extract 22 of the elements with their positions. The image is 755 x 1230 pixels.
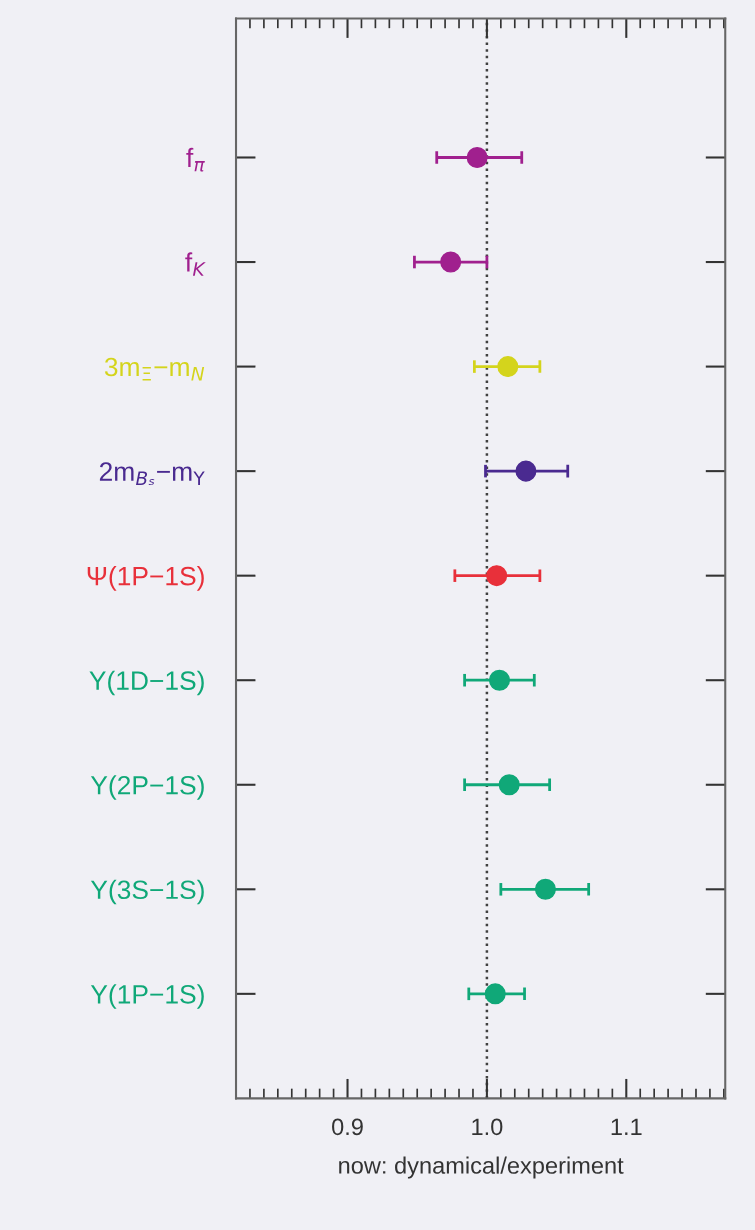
y-tick-label: Υ(1D−1S) xyxy=(89,670,204,696)
point xyxy=(497,356,519,378)
point xyxy=(466,146,488,169)
x-tick-label: 1.1 xyxy=(611,1118,642,1135)
y-tick-label: 2m$_{Bₛ}$−m$_{Υ}$ xyxy=(99,462,205,486)
point xyxy=(534,878,556,900)
y-tick-label: Υ(2P−1S) xyxy=(90,775,204,800)
x-axis-title: now: dynamical/experiment xyxy=(339,1156,624,1179)
y-tick-label: f$_{π}$ xyxy=(186,147,205,172)
y-tick-label: f$_{K}$ xyxy=(185,252,206,276)
y-tick-label: Υ(3S−1S) xyxy=(90,879,204,905)
point xyxy=(486,565,508,587)
y-tick-label: 3m$_{Ξ}$−m$_{N}$ xyxy=(104,357,205,381)
point xyxy=(484,983,506,1005)
point xyxy=(488,669,510,691)
y-tick-label: Ψ(1P−1S) xyxy=(87,566,204,591)
point xyxy=(515,460,537,482)
y-tick-label: Υ(1P−1S) xyxy=(90,984,204,1009)
point xyxy=(498,774,520,796)
x-tick-label: 0.9 xyxy=(332,1118,363,1136)
x-tick-label: 1.0 xyxy=(472,1118,503,1136)
point xyxy=(440,251,462,273)
